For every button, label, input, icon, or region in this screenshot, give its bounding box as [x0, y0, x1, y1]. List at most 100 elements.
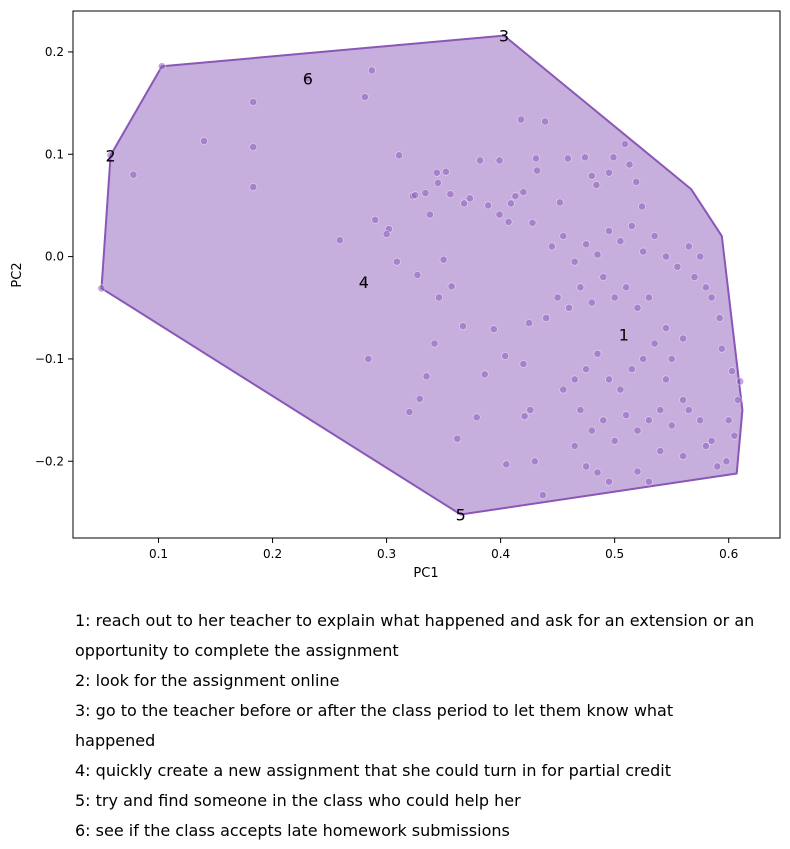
data-point — [639, 354, 648, 363]
data-point — [541, 117, 549, 126]
data-point — [684, 406, 693, 414]
data-point — [395, 151, 403, 160]
data-point — [359, 278, 368, 287]
legend-item-5: 5: try and find someone in the class who… — [75, 791, 521, 810]
data-point — [576, 283, 585, 292]
data-point — [621, 140, 629, 148]
legend-item-6: 6: see if the class accepts late homewor… — [75, 821, 510, 840]
data-point — [525, 319, 533, 327]
data-point — [667, 354, 676, 363]
data-point — [599, 273, 608, 281]
y-axis-label: PC2 — [10, 262, 25, 287]
data-point — [360, 93, 369, 101]
data-point — [662, 324, 670, 333]
data-point — [97, 284, 106, 293]
data-point — [382, 230, 391, 238]
data-point — [460, 199, 468, 208]
data-point — [553, 293, 562, 302]
data-point — [656, 406, 665, 414]
data-point — [616, 385, 625, 394]
data-point — [650, 339, 659, 348]
data-point — [200, 137, 208, 145]
data-point — [730, 431, 739, 440]
data-point — [605, 477, 613, 486]
point-label-4: 4 — [359, 273, 369, 292]
data-point — [582, 240, 590, 249]
data-point — [570, 375, 579, 384]
data-point — [707, 436, 716, 445]
data-point — [472, 413, 481, 422]
data-point — [506, 199, 515, 208]
data-point — [581, 153, 589, 162]
data-point — [249, 183, 258, 191]
data-point — [484, 201, 492, 210]
data-point — [405, 408, 414, 416]
data-point — [367, 66, 376, 75]
data-point — [605, 168, 613, 177]
data-point — [495, 210, 504, 219]
data-point — [392, 257, 401, 266]
data-point — [627, 221, 636, 230]
data-point — [433, 178, 442, 187]
data-point — [633, 303, 642, 312]
x-tick-label: 0.5 — [605, 547, 624, 561]
data-point — [364, 354, 373, 363]
data-point — [645, 416, 653, 425]
x-tick-label: 0.2 — [263, 547, 282, 561]
data-point — [587, 426, 596, 435]
data-point — [519, 360, 528, 368]
data-point — [519, 188, 528, 196]
data-point — [645, 477, 653, 486]
y-tick-label: −0.1 — [35, 352, 64, 366]
legend-item-4: 4: quickly create a new assignment that … — [75, 761, 671, 780]
convex-hull — [100, 34, 744, 516]
data-point — [633, 426, 642, 435]
y-tick-label: 0.1 — [45, 147, 64, 161]
data-point — [556, 198, 564, 207]
data-point — [559, 385, 568, 394]
y-tick-label: 0.0 — [45, 250, 64, 264]
data-point — [157, 62, 166, 71]
data-point — [633, 467, 642, 476]
data-point — [504, 217, 513, 226]
point-label-3: 3 — [499, 27, 509, 46]
data-point — [559, 232, 568, 240]
data-point — [724, 416, 733, 425]
data-point — [421, 189, 430, 197]
data-point — [582, 462, 590, 471]
x-tick-label: 0.3 — [377, 547, 396, 561]
data-point — [632, 177, 641, 186]
legend-item-3: 3: go to the teacher before or after the… — [75, 701, 674, 750]
data-point — [679, 334, 687, 343]
x-axis-label: PC1 — [413, 566, 438, 581]
data-point — [736, 377, 744, 386]
data-point — [593, 349, 602, 358]
data-point — [446, 190, 455, 199]
data-point — [622, 283, 630, 292]
data-point — [609, 153, 618, 162]
data-point — [129, 170, 138, 179]
data-point — [415, 394, 424, 403]
data-point — [413, 271, 422, 279]
point-label-6: 6 — [303, 70, 313, 89]
data-point — [679, 395, 687, 404]
data-point — [690, 273, 699, 281]
data-point — [495, 156, 504, 165]
data-point — [622, 411, 630, 420]
x-tick-label: 0.4 — [491, 547, 510, 561]
x-tick-label: 0.1 — [149, 547, 168, 561]
data-point — [564, 154, 572, 163]
data-point — [542, 314, 551, 322]
data-point — [106, 151, 115, 160]
data-point — [249, 98, 258, 106]
data-point — [673, 262, 682, 271]
y-tick-label: −0.2 — [35, 454, 64, 468]
data-point — [533, 166, 541, 175]
data-point — [425, 210, 434, 219]
data-point — [605, 227, 613, 235]
data-point — [592, 181, 601, 189]
data-point — [441, 167, 450, 176]
data-point — [662, 375, 670, 384]
x-tick-label: 0.6 — [719, 547, 738, 561]
data-point — [696, 416, 705, 425]
